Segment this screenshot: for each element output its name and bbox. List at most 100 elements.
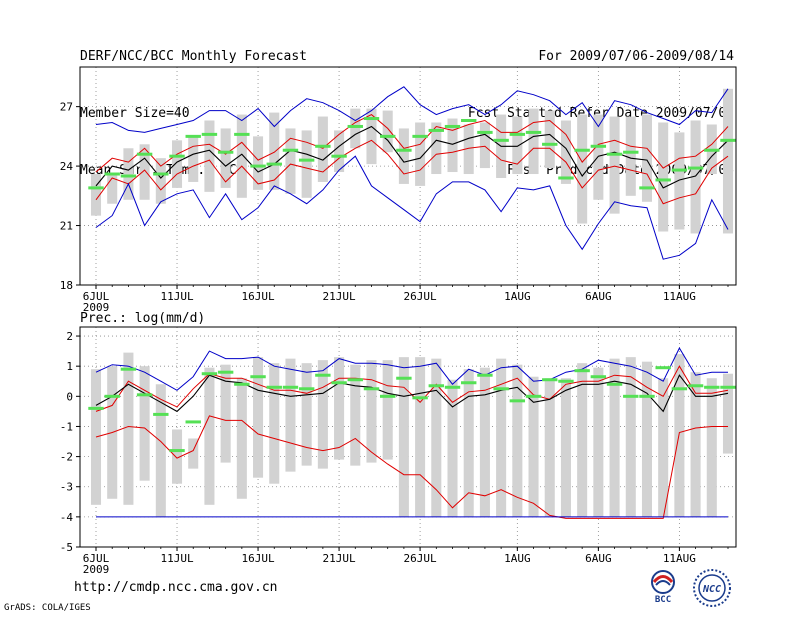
median-mark <box>574 148 590 152</box>
median-mark <box>623 150 639 154</box>
median-mark <box>234 132 250 136</box>
member-bar <box>560 378 571 517</box>
member-bar <box>382 110 393 153</box>
series-min <box>95 155 729 260</box>
y-tick-label: -3 <box>60 481 73 494</box>
median-mark <box>153 172 169 176</box>
x-tick-label: 6AUG <box>585 552 612 565</box>
median-mark <box>590 144 607 148</box>
member-bar <box>366 108 377 165</box>
median-mark <box>412 134 428 138</box>
member-bar <box>528 376 539 517</box>
member-bar <box>350 108 361 149</box>
member-bar <box>577 363 588 517</box>
y-tick-label: 18 <box>60 279 73 292</box>
median-mark <box>104 394 120 398</box>
y-tick-label: -2 <box>60 451 73 464</box>
member-bar <box>172 140 183 188</box>
median-mark <box>136 152 153 156</box>
member-bar <box>139 366 150 481</box>
median-mark <box>639 186 655 190</box>
median-mark <box>525 130 542 134</box>
median-mark <box>509 132 526 136</box>
median-mark <box>120 367 137 371</box>
member-bar <box>285 358 296 472</box>
median-mark <box>493 138 509 142</box>
header-title: DERF/NCC/BCC Monthly Forecast <box>80 49 307 64</box>
grads-credit: GrADS: COLA/IGES <box>4 603 91 613</box>
median-mark <box>266 162 282 166</box>
member-bar <box>123 352 134 505</box>
member-bar <box>544 110 555 169</box>
member-bar <box>560 120 571 184</box>
median-mark <box>201 372 218 376</box>
member-bar <box>512 116 523 175</box>
member-bar <box>253 136 264 190</box>
median-mark <box>525 394 542 398</box>
median-mark <box>347 124 363 128</box>
member-bar <box>123 148 134 200</box>
member-bar <box>674 132 685 230</box>
median-mark <box>169 154 185 158</box>
member-bar <box>236 114 247 198</box>
median-mark <box>347 378 363 382</box>
member-bar <box>350 364 361 466</box>
member-bar <box>479 122 490 169</box>
member-bar <box>317 360 328 469</box>
median-mark <box>655 366 671 370</box>
median-mark <box>136 393 153 397</box>
median-mark <box>88 186 104 190</box>
member-bar <box>382 360 393 460</box>
bcc-logo-text: BCC <box>655 595 671 605</box>
x-tick-label: 1AUG <box>504 290 531 303</box>
median-mark <box>671 387 688 391</box>
median-mark <box>282 385 299 389</box>
median-mark <box>477 130 493 134</box>
median-mark <box>396 376 412 380</box>
member-bar <box>301 363 312 466</box>
member-bar <box>658 378 669 517</box>
member-bar <box>431 358 442 517</box>
median-mark <box>623 394 639 398</box>
member-bar <box>155 384 166 517</box>
x-tick-year: 2009 <box>83 563 110 576</box>
median-mark <box>509 399 526 403</box>
member-bar <box>658 122 669 232</box>
median-mark <box>574 369 590 373</box>
series-mean <box>95 125 729 189</box>
x-tick-label: 16JUL <box>241 290 274 303</box>
member-bar <box>641 361 652 517</box>
member-bar <box>722 373 734 454</box>
median-mark <box>217 150 234 154</box>
median-mark <box>444 124 461 128</box>
median-mark <box>185 134 201 138</box>
member-bar <box>512 364 523 517</box>
member-bar <box>674 354 685 517</box>
member-bar <box>269 112 280 190</box>
source-url[interactable]: http://cmdp.ncc.cma.gov.cn <box>74 580 278 595</box>
median-mark <box>542 378 558 382</box>
median-mark <box>704 385 720 389</box>
member-bar <box>415 357 426 517</box>
member-bar <box>220 128 231 188</box>
header-period: For 2009/07/06-2009/08/14 <box>538 49 734 64</box>
member-bar <box>447 118 458 173</box>
member-bar <box>625 357 636 517</box>
y-tick-label: 21 <box>60 220 73 233</box>
member-bar <box>641 114 652 202</box>
member-bar <box>431 122 442 175</box>
member-bar <box>398 128 409 184</box>
median-mark <box>120 174 137 178</box>
x-tick-label: 11JUL <box>160 552 193 565</box>
median-mark <box>461 119 477 123</box>
ncc-logo-text: NCC <box>702 584 721 595</box>
member-bar <box>415 122 426 186</box>
member-bar <box>285 128 296 194</box>
series-max <box>95 347 728 391</box>
x-tick-label: 11AUG <box>663 552 696 565</box>
median-mark <box>185 420 201 424</box>
member-bar <box>690 372 701 517</box>
